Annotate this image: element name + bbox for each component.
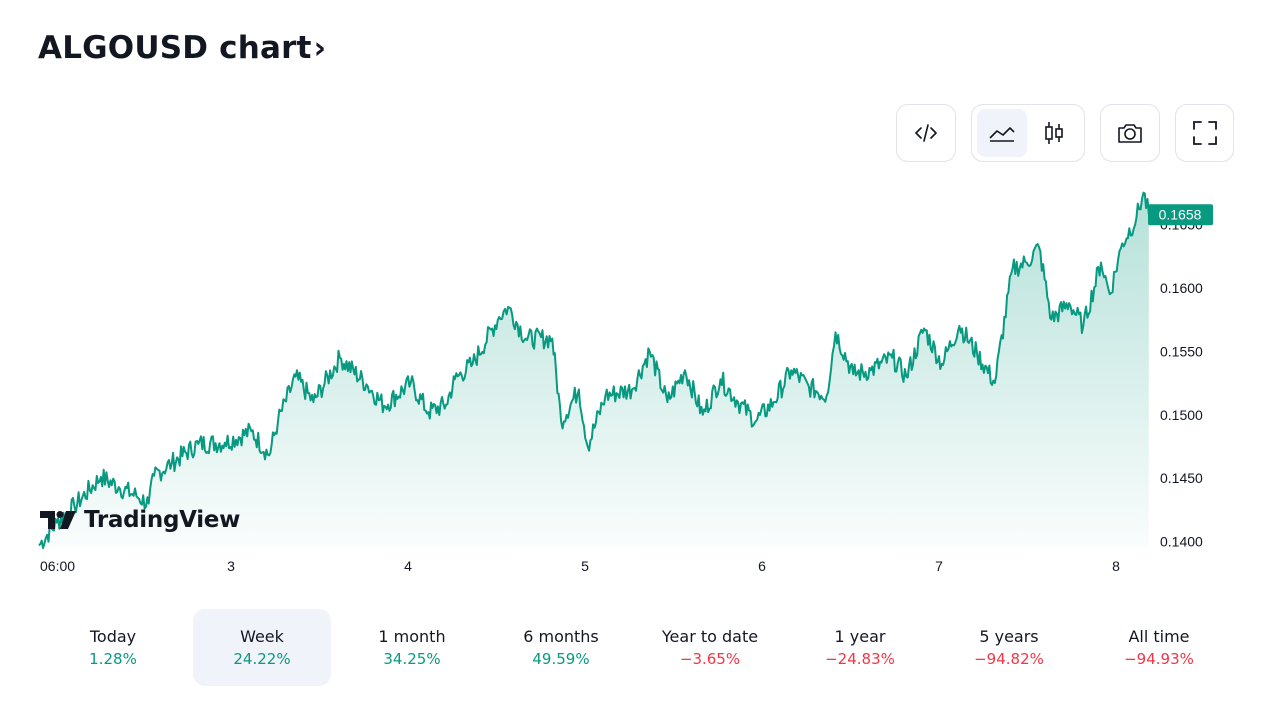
period-label: 6 months (523, 626, 599, 646)
period-today[interactable]: Today 1.28% (44, 609, 182, 686)
period-1-year[interactable]: 1 year −24.83% (791, 609, 929, 686)
period-year-to-date[interactable]: Year to date −3.65% (641, 609, 779, 686)
tradingview-logo[interactable]: TradingView (40, 507, 240, 533)
x-tick-label: 6 (758, 558, 766, 574)
x-tick-label: 7 (935, 558, 943, 574)
chart-style-group (971, 104, 1085, 162)
price-line (38, 191, 1150, 549)
period-1-month[interactable]: 1 month 34.25% (343, 609, 481, 686)
chevron-right-icon: › (313, 30, 327, 66)
x-tick-label: 3 (227, 558, 235, 574)
period-change: 49.59% (532, 649, 590, 668)
period-change: 1.28% (89, 649, 137, 668)
period-label: Today (89, 626, 137, 646)
last-price-tag-bg (1148, 204, 1213, 226)
x-tick-label: 4 (404, 558, 412, 574)
period-6-months[interactable]: 6 months 49.59% (492, 609, 630, 686)
period-label: 1 year (834, 626, 886, 646)
code-icon (915, 124, 937, 142)
y-tick-label: 0.1450 (1160, 470, 1203, 486)
x-tick-label: 06:00 (40, 558, 75, 574)
period-all-time[interactable]: All time −94.93% (1090, 609, 1228, 686)
period-change: −94.82% (974, 649, 1044, 668)
period-week[interactable]: Week 24.22% (193, 609, 331, 686)
period-label: All time (1128, 626, 1190, 646)
x-tick-label: 5 (581, 558, 589, 574)
period-change: −3.65% (679, 649, 741, 668)
fullscreen-icon (1192, 121, 1217, 145)
candles-icon (1045, 122, 1063, 144)
y-tick-label: 0.1500 (1160, 407, 1203, 423)
period-performance-bar: Today 1.28% Week 24.22% 1 month 34.25% 6… (38, 609, 1242, 686)
embed-code-button[interactable] (896, 104, 956, 162)
last-price-tag-text: 0.1658 (1159, 206, 1202, 222)
tradingview-logo-icon (40, 511, 76, 529)
page-title: ALGOUSD chart (38, 30, 312, 66)
period-5-years[interactable]: 5 years −94.82% (940, 609, 1078, 686)
candles-button[interactable] (1029, 109, 1079, 157)
period-change: −94.93% (1124, 649, 1194, 668)
snapshot-button[interactable] (1100, 104, 1160, 162)
area-chart-icon (989, 127, 1015, 142)
line-chart-button[interactable] (977, 109, 1027, 157)
period-label: 1 month (378, 626, 446, 646)
chart-title-link[interactable]: ALGOUSD chart › (38, 30, 326, 66)
camera-icon (1118, 124, 1142, 143)
period-label: Week (240, 626, 284, 646)
price-area-fill (39, 192, 1149, 548)
y-tick-label: 0.1550 (1160, 343, 1203, 359)
last-price-tag: 0.1658 (1148, 204, 1213, 226)
period-label: 5 years (979, 626, 1039, 646)
tradingview-logo-text: TradingView (84, 507, 241, 533)
period-change: 24.22% (233, 649, 291, 668)
period-change: 34.25% (383, 649, 441, 668)
fullscreen-button[interactable] (1175, 104, 1234, 162)
period-change: −24.83% (825, 649, 895, 668)
y-tick-label: 0.1400 (1160, 534, 1203, 550)
x-tick-label: 8 (1112, 558, 1120, 574)
period-label: Year to date (661, 626, 759, 646)
y-tick-label: 0.1600 (1160, 280, 1203, 296)
